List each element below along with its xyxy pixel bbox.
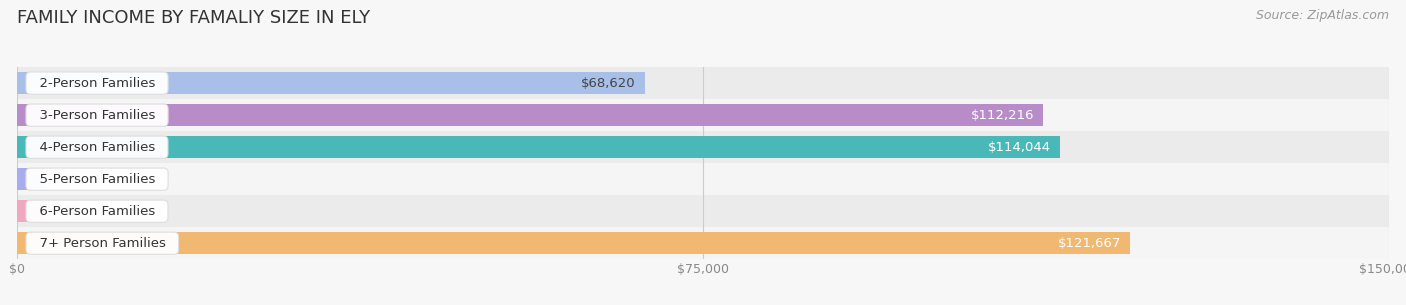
Text: $112,216: $112,216 (970, 109, 1035, 122)
Text: 7+ Person Families: 7+ Person Families (31, 237, 174, 250)
Bar (17, 195, 1389, 227)
Bar (17, 136, 1060, 158)
Text: $114,044: $114,044 (988, 141, 1052, 154)
Bar (17, 168, 45, 190)
Text: 6-Person Families: 6-Person Families (31, 205, 163, 218)
Bar (17, 232, 1130, 254)
Bar (17, 99, 1389, 131)
Text: Source: ZipAtlas.com: Source: ZipAtlas.com (1256, 9, 1389, 22)
Text: 2-Person Families: 2-Person Families (31, 77, 163, 90)
Bar (17, 67, 1389, 99)
Text: 5-Person Families: 5-Person Families (31, 173, 163, 186)
Bar (17, 72, 644, 94)
Bar (17, 200, 45, 222)
Bar (17, 227, 1389, 259)
Bar (17, 163, 1389, 195)
Text: $121,667: $121,667 (1057, 237, 1121, 250)
Text: FAMILY INCOME BY FAMALIY SIZE IN ELY: FAMILY INCOME BY FAMALIY SIZE IN ELY (17, 9, 370, 27)
Bar (17, 104, 1043, 126)
Text: $0: $0 (63, 205, 80, 218)
Text: 4-Person Families: 4-Person Families (31, 141, 163, 154)
Bar (17, 131, 1389, 163)
Text: 3-Person Families: 3-Person Families (31, 109, 163, 122)
Text: $68,620: $68,620 (581, 77, 636, 90)
Text: $0: $0 (63, 173, 80, 186)
